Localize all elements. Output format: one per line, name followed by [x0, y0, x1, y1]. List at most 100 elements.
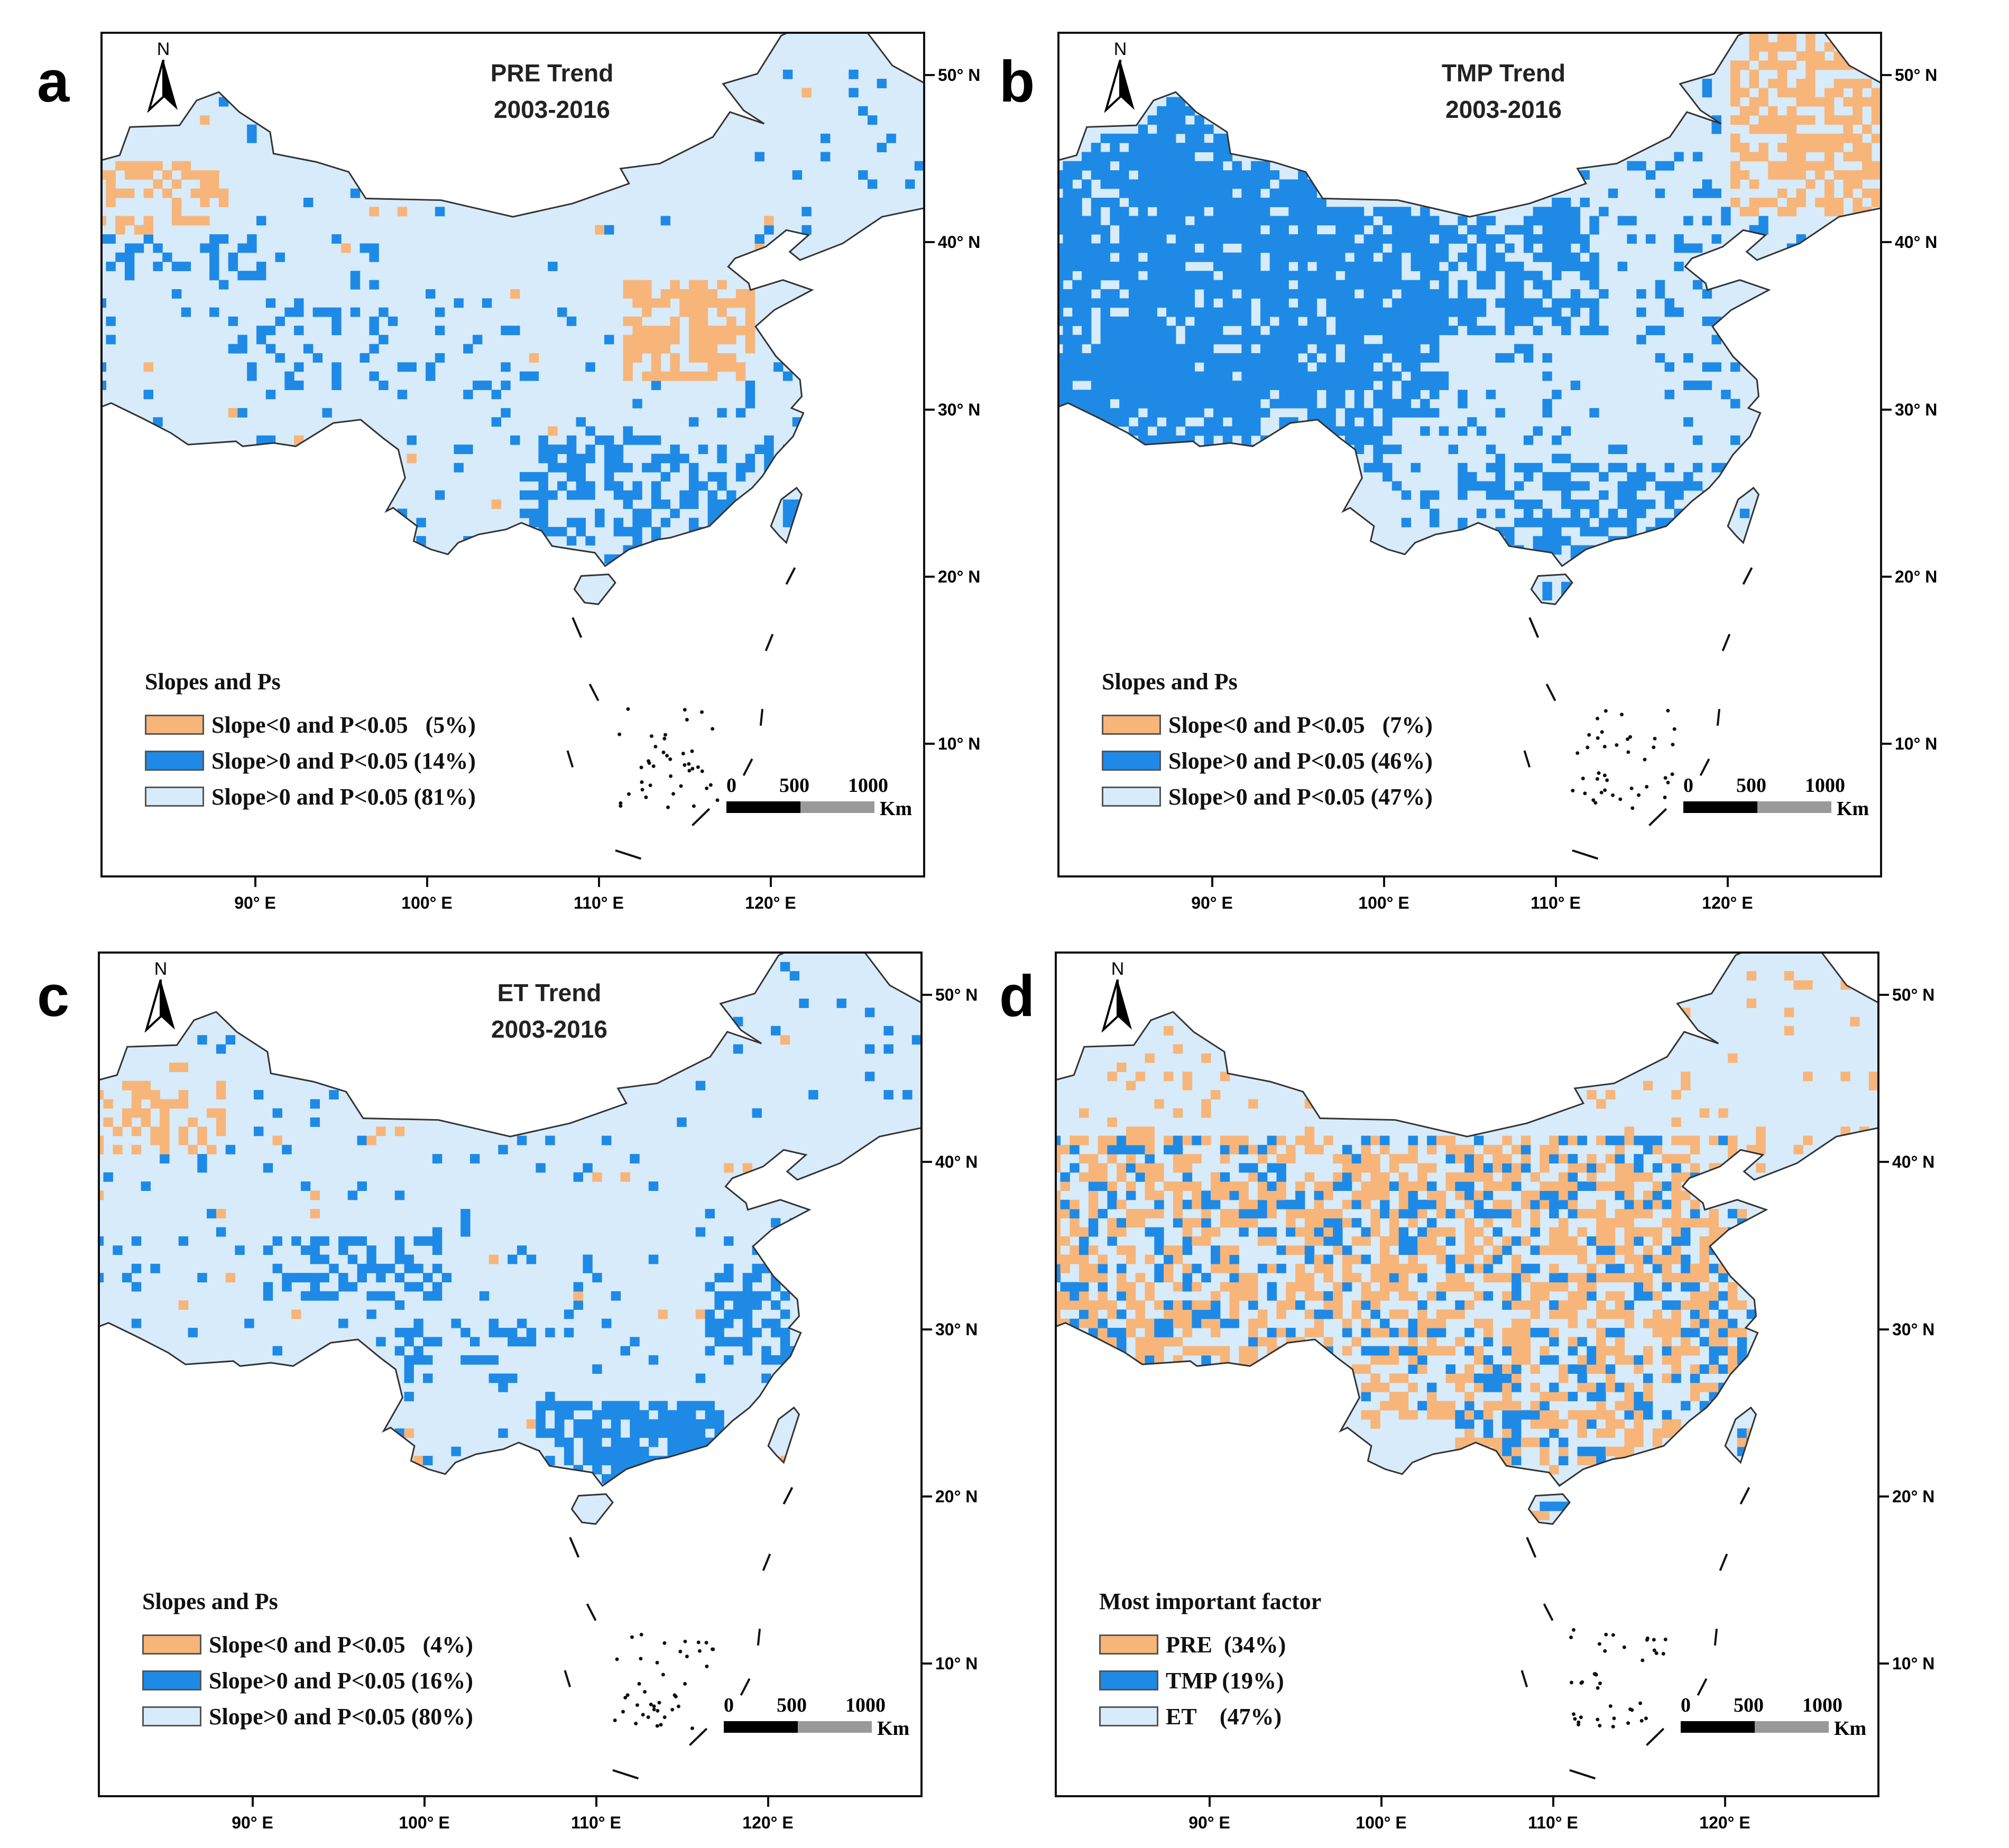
island-dot: [1630, 806, 1635, 810]
nine-dash-segment: [692, 808, 711, 826]
legend-swatch: [1102, 787, 1161, 807]
legend-swatch: [1099, 1706, 1158, 1726]
raster-cells: [100, 962, 920, 1484]
island-dot: [1597, 1642, 1601, 1646]
lat-tick: [923, 994, 932, 996]
legend-label: TMP (19%): [1166, 1667, 1284, 1694]
legend-swatch: [1099, 1634, 1158, 1655]
island-dot: [1626, 1721, 1630, 1725]
lon-label: 100° E: [401, 893, 453, 912]
island-dot: [1575, 751, 1580, 755]
lat-label: 10° N: [935, 1654, 978, 1674]
island-dot: [613, 1718, 617, 1723]
scale-bar: 0 500 1000 Km: [726, 774, 912, 821]
island-dot: [639, 1632, 643, 1637]
island-dot: [690, 766, 695, 771]
lon-tick: [423, 1797, 426, 1807]
island-dot: [697, 1649, 702, 1653]
island-dot: [630, 1635, 634, 1639]
island-dot: [644, 795, 648, 799]
legend-item: PRE (34%): [1099, 1627, 1321, 1662]
island-dot: [1608, 1704, 1612, 1708]
island-dot: [705, 786, 709, 790]
legend-label: Slope>0 and P<0.05 (14%): [211, 747, 476, 774]
island-dot: [1583, 791, 1587, 796]
lat-label: 40° N: [935, 1152, 978, 1172]
island-dot: [651, 764, 656, 768]
legend-title: Most important factor: [1099, 1588, 1322, 1614]
island-dot: [1618, 797, 1623, 801]
island-dot: [696, 1640, 701, 1644]
island-dot: [659, 1723, 663, 1727]
map-legend: Slopes and Ps Slope<0 and P<0.05 (5%) Slop…: [145, 668, 476, 815]
nine-dash-segment: [1697, 1678, 1708, 1696]
island-dot: [618, 732, 622, 736]
island-dot: [649, 734, 653, 738]
island-dot: [671, 792, 676, 796]
scale-label: 0: [1681, 1694, 1691, 1716]
lon-label: 120° E: [745, 893, 796, 912]
map-title: TMP Trend 2003-2016: [1398, 55, 1609, 128]
nine-dash-segment: [689, 1727, 708, 1746]
legend-item: Slope>0 and P<0.05 (81%): [145, 779, 476, 815]
scale-bar: 0 500 1000 Km: [724, 1694, 909, 1741]
country-border: [1059, 34, 1880, 567]
legend-swatch: [145, 751, 204, 771]
map-panel: PRE Trend 2003-2016 N Slopes and Ps Slope<0 …: [100, 32, 925, 877]
north-arrow-icon: N: [145, 39, 182, 114]
legend-item: Slope<0 and P<0.05 (7%): [1102, 707, 1433, 743]
island-dot: [1572, 1712, 1576, 1716]
island-dot: [1638, 1701, 1643, 1705]
north-arrow-icon: N: [1099, 959, 1136, 1033]
island-dot: [619, 801, 623, 805]
nine-dash-segment: [566, 750, 574, 768]
lon-label: 110° E: [571, 1813, 621, 1832]
island-dot: [1671, 743, 1675, 747]
island-dot: [1603, 1649, 1607, 1653]
island-dot: [640, 780, 644, 784]
lon-label: 100° E: [399, 1813, 450, 1832]
map-legend: Slopes and Ps Slope<0 and P<0.05 (4%) Slop…: [142, 1588, 473, 1734]
map-legend: Most important factor PRE (34%) TMP (19%) E…: [1099, 1588, 1321, 1734]
island-dot: [1666, 708, 1670, 713]
island-dot: [1654, 1651, 1658, 1655]
lat-label: 30° N: [1895, 400, 1938, 419]
island-dot: [662, 736, 667, 741]
island-dot: [652, 1707, 656, 1712]
island-dot: [615, 1657, 619, 1661]
island-dot: [1672, 727, 1676, 731]
island-dot: [692, 804, 696, 808]
lat-label: 20° N: [938, 567, 981, 586]
nine-dash-segment: [757, 1629, 761, 1646]
island-dot: [1604, 1632, 1608, 1637]
island-dot: [1586, 745, 1590, 750]
legend-item: ET (47%): [1099, 1698, 1321, 1734]
island-dot: [683, 1681, 687, 1686]
island-dot: [711, 1647, 715, 1651]
scale-label: 1000: [845, 1694, 886, 1716]
island-dot: [662, 1715, 667, 1720]
island-dot: [635, 1703, 639, 1707]
country-border: [573, 573, 616, 605]
lat-label: 10° N: [1892, 1654, 1935, 1674]
island-dot: [1652, 745, 1656, 750]
island-dot: [657, 1701, 661, 1705]
lon-label: 90° E: [232, 1813, 273, 1832]
north-label: N: [156, 39, 170, 59]
nine-dash-segment: [740, 1678, 751, 1696]
island-dot: [1639, 1718, 1644, 1723]
north-label: N: [154, 959, 168, 979]
nine-dash-segment: [586, 1603, 597, 1621]
scale-segment-gray: [1757, 801, 1831, 813]
island-dot: [653, 744, 658, 749]
island-dot: [1629, 786, 1634, 790]
island-dot: [1592, 1672, 1597, 1676]
nine-dash-segment: [1648, 808, 1667, 826]
scale-segment-black: [724, 1721, 798, 1733]
legend-swatch: [1102, 751, 1161, 771]
island-dot: [641, 1713, 645, 1717]
lat-tick: [925, 408, 935, 411]
map-panel: N Most important factor PRE (34%) TMP (19%)…: [1055, 951, 1879, 1797]
island-dot: [1626, 750, 1630, 754]
north-label: N: [1111, 959, 1125, 979]
